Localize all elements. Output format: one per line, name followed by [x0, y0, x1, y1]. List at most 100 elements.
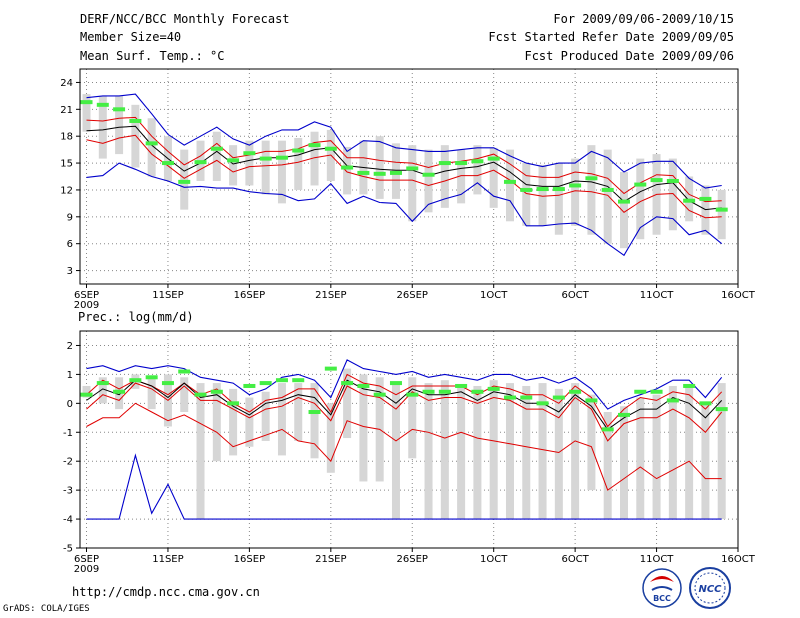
prec-ensemble-box [554, 388, 563, 520]
prec-mean-line [86, 379, 723, 431]
temp-ytick-label: 12 [60, 185, 73, 196]
prec-ensemble-box [522, 385, 531, 520]
temp-obs-mark [308, 143, 321, 148]
temp-ensemble-box [115, 95, 124, 155]
prec-ensemble-box [408, 377, 417, 459]
prec-xtick-label: 21SEP [315, 554, 346, 565]
temp-min-line [86, 162, 723, 257]
temp-obs-mark [243, 151, 256, 156]
prec-plot-frame [79, 330, 739, 549]
prec-obs-mark [569, 389, 582, 394]
prec-obs-mark [634, 389, 647, 394]
prec-ensemble-box [473, 385, 482, 520]
temp-obs-mark [422, 172, 435, 177]
prec-ytick-label: -3 [63, 486, 73, 497]
temp-ensemble-box [554, 163, 563, 235]
prec-ensemble-box [652, 394, 661, 520]
temp-obs-mark [227, 158, 240, 163]
prec-obs-mark [324, 366, 337, 371]
grads-credit: GrADS: COLA/IGES [3, 604, 90, 614]
prec-obs-mark [552, 395, 565, 400]
temp-obs-mark [357, 170, 370, 175]
temp-obs-mark [389, 170, 402, 175]
prec-obs-mark [601, 427, 614, 432]
prec-obs-mark [406, 392, 419, 397]
temp-obs-mark [601, 187, 614, 192]
temp-ytick-label: 9 [67, 212, 73, 223]
precip-panel-title: Prec.: log(mm/d) [78, 310, 194, 324]
prec-xtick-label: 26SEP [397, 554, 428, 565]
forecast-period: For 2009/09/06-2009/10/15 [553, 12, 734, 26]
prec-ensemble-box [98, 377, 107, 404]
temp-ensemble-box [538, 164, 547, 226]
prec-ensemble-box [538, 383, 547, 520]
temp-xtick-label: 16SEP [234, 290, 265, 301]
temp-ensemble-box [294, 137, 303, 190]
temp-xtick-label: 6OCT [561, 290, 589, 301]
prec-ensemble-box [489, 380, 498, 520]
prec-xtick-label: 11SEP [152, 554, 183, 565]
prec-obs-mark [487, 386, 500, 391]
prec-ensemble-box [180, 377, 189, 413]
prec-obs-mark [373, 392, 386, 397]
prec-ensemble-box [424, 383, 433, 520]
prec-upper-line [86, 373, 723, 428]
temp-upper-line [86, 116, 722, 203]
temp-ensemble-box [261, 140, 270, 195]
prec-xtick-sublabel: 2009 [74, 564, 99, 575]
prec-ensemble-box [391, 383, 400, 520]
prec-ensemble-box [245, 397, 254, 447]
source-url[interactable]: http://cmdp.ncc.cma.gov.cn [72, 585, 260, 599]
prec-obs-mark [536, 401, 549, 406]
prec-obs-mark [715, 407, 728, 412]
temp-mean-line [86, 125, 722, 211]
temp-obs-mark [585, 176, 598, 181]
prec-ensemble-box [261, 391, 270, 441]
temp-obs-mark [96, 102, 109, 107]
prec-ensemble-box [668, 385, 677, 520]
prec-obs-mark [503, 395, 516, 400]
temp-ensemble-box [603, 149, 612, 244]
temp-obs-mark [487, 156, 500, 161]
prec-xtick-label: 16SEP [234, 554, 265, 565]
prec-ytick-label: -4 [63, 515, 73, 526]
prec-obs-mark [129, 378, 142, 383]
temp-obs-mark [666, 178, 679, 183]
temp-ytick-label: 24 [60, 78, 73, 89]
prec-obs-mark [666, 398, 679, 403]
prec-obs-mark [389, 381, 402, 386]
prec-obs-mark [650, 389, 663, 394]
prec-obs-mark [194, 392, 207, 397]
temp-ensemble-box [98, 95, 107, 159]
temp-ytick-label: 18 [60, 132, 73, 143]
temp-ensemble-box [180, 149, 189, 210]
prec-ytick-label: -5 [63, 544, 73, 555]
temp-obs-mark [341, 165, 354, 170]
prec-xtick-label: 6SEP [74, 554, 99, 565]
member-size: Member Size=40 [80, 30, 182, 44]
temp-ensemble-box [277, 140, 286, 204]
prec-ensemble-box [603, 412, 612, 520]
temp-xtick-label: 21SEP [315, 290, 346, 301]
prec-ensemble-box [277, 383, 286, 456]
prec-obs-mark [161, 381, 174, 386]
temp-ensemble-box [457, 149, 466, 204]
prec-xtick-label: 6OCT [561, 554, 589, 565]
temp-obs-mark [699, 196, 712, 201]
temp-obs-mark [455, 161, 468, 166]
prec-xtick-label: 1OCT [480, 554, 508, 565]
prec-xtick-label: 16OCT [721, 554, 756, 565]
prec-ytick-label: -1 [63, 428, 73, 439]
temp-ytick-label: 15 [60, 159, 73, 170]
temp-obs-mark [569, 183, 582, 188]
prec-ensemble-box [326, 403, 335, 473]
prec-ensemble-box [359, 374, 368, 482]
prec-obs-mark [357, 383, 370, 388]
temp-obs-mark [617, 199, 630, 204]
prec-min-line [86, 453, 722, 520]
prec-obs-mark [585, 398, 598, 403]
prec-ensemble-box [636, 397, 645, 520]
prec-obs-mark [683, 383, 696, 388]
prec-obs-mark [308, 410, 321, 415]
temp-obs-mark [634, 182, 647, 187]
